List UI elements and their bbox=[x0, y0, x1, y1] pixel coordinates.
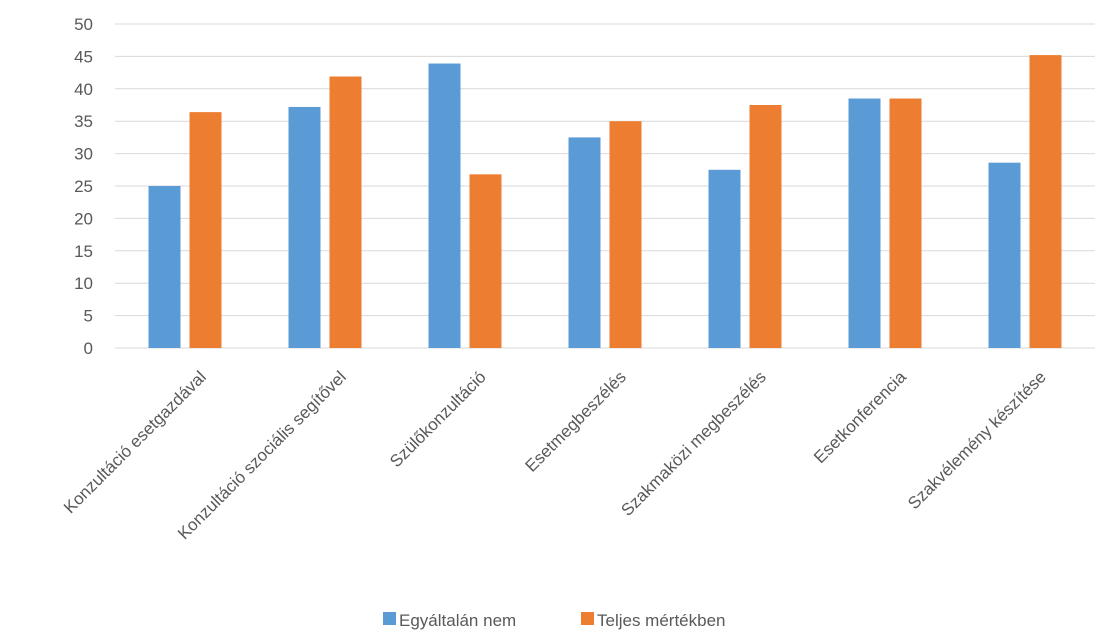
bar-teljes-mertekben bbox=[889, 98, 922, 349]
y-tick-label: 45 bbox=[74, 47, 93, 66]
bar-egyaltalan-nem bbox=[568, 137, 601, 348]
y-tick-label: 50 bbox=[74, 15, 93, 34]
legend-label: Egyáltalán nem bbox=[399, 611, 516, 630]
gridlines bbox=[115, 23, 1095, 349]
y-tick-label: 15 bbox=[74, 242, 93, 261]
bar-teljes-mertekben bbox=[1029, 55, 1062, 348]
bar-egyaltalan-nem bbox=[708, 169, 741, 348]
bar-teljes-mertekben bbox=[329, 76, 362, 348]
bar-egyaltalan-nem bbox=[848, 98, 881, 349]
bar-egyaltalan-nem bbox=[428, 63, 461, 348]
bar-egyaltalan-nem bbox=[148, 186, 181, 348]
x-category-label: Konzultáció szociális segítővel bbox=[174, 367, 350, 543]
y-tick-label: 40 bbox=[74, 80, 93, 99]
y-axis-tick-labels: 0 5 10 15 20 25 30 35 40 45 50 bbox=[74, 15, 93, 358]
y-tick-label: 30 bbox=[74, 145, 93, 164]
x-category-label: Esetmegbeszélés bbox=[522, 367, 630, 475]
legend-label: Teljes mértékben bbox=[597, 611, 726, 630]
y-tick-label: 20 bbox=[74, 209, 93, 228]
x-category-label: Szakmaközi megbeszélés bbox=[617, 367, 769, 519]
bar-teljes-mertekben bbox=[609, 121, 642, 348]
bars bbox=[148, 55, 1062, 349]
y-tick-label: 35 bbox=[74, 112, 93, 131]
bar-teljes-mertekben bbox=[749, 105, 782, 348]
bar-teljes-mertekben bbox=[469, 174, 502, 348]
legend-swatch bbox=[581, 612, 594, 625]
y-tick-label: 25 bbox=[74, 177, 93, 196]
bar-egyaltalan-nem bbox=[288, 106, 321, 348]
legend-swatch bbox=[383, 612, 396, 625]
x-category-label: Szülőkonzultáció bbox=[386, 367, 490, 471]
y-tick-label: 0 bbox=[84, 339, 93, 358]
bar-teljes-mertekben bbox=[189, 112, 222, 349]
y-tick-label: 5 bbox=[84, 307, 93, 326]
x-category-label: Szakvélemény készítése bbox=[904, 367, 1050, 513]
x-category-label: Esetkonferencia bbox=[810, 367, 910, 467]
y-tick-label: 10 bbox=[74, 274, 93, 293]
legend: Egyáltalán nem Teljes mértékben bbox=[383, 611, 726, 630]
x-category-label: Konzultáció esetgazdával bbox=[60, 367, 210, 517]
bar-egyaltalan-nem bbox=[988, 162, 1021, 348]
